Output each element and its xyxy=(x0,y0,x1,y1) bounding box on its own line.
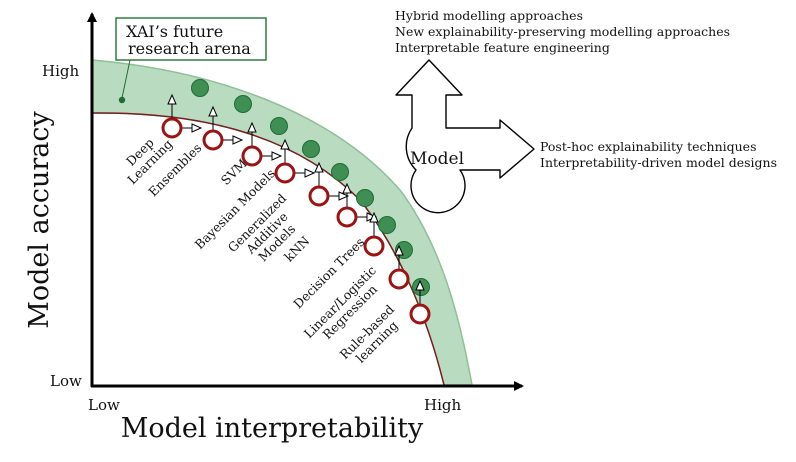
x-axis-label: Model interpretability xyxy=(121,413,424,444)
callout-line-1: XAI’s future xyxy=(126,22,223,41)
accuracy-arrow-head xyxy=(394,244,404,256)
up-item-2: New explainability-preserving modelling … xyxy=(395,24,730,39)
future-model-dot xyxy=(302,140,320,158)
right-item-1: Post-hoc explainability techniques xyxy=(540,139,756,154)
x-high-label: High xyxy=(424,396,461,414)
accuracy-arrow-head xyxy=(415,279,425,291)
future-model-dot xyxy=(191,79,209,97)
callout-pointer-dot xyxy=(118,96,126,104)
accuracy-arrow-head xyxy=(208,105,218,117)
callout-box xyxy=(115,17,267,61)
model-marker xyxy=(161,117,183,139)
model-marker xyxy=(409,303,431,325)
model-marker xyxy=(241,145,263,167)
accuracy-arrow-head xyxy=(167,93,177,105)
accuracy-arrow-head xyxy=(280,138,290,150)
model-block-label: Model xyxy=(410,149,464,169)
model-block-shape xyxy=(395,59,535,214)
model-marker xyxy=(336,206,358,228)
future-model-dot xyxy=(356,189,374,207)
y-axis-label: Model accuracy xyxy=(24,111,55,329)
interpretability-arrow-head xyxy=(271,151,283,161)
future-model-dot xyxy=(270,117,288,135)
future-model-dot xyxy=(331,163,349,181)
interpretability-arrow-head xyxy=(191,123,203,133)
model-marker xyxy=(308,185,330,207)
up-item-1: Hybrid modelling approaches xyxy=(395,8,583,23)
interpretability-arrow-head xyxy=(304,168,316,178)
accuracy-arrow-head xyxy=(369,211,379,223)
up-item-3: Interpretable feature engineering xyxy=(395,40,610,55)
interpretability-arrow-head xyxy=(338,191,350,201)
x-low-label: Low xyxy=(88,396,120,414)
callout-pointer xyxy=(121,59,131,99)
interpretability-arrow-head xyxy=(232,135,244,145)
future-model-dot xyxy=(234,95,252,113)
accuracy-arrow-head xyxy=(314,161,324,173)
accuracy-arrow-head xyxy=(247,121,257,133)
model-marker xyxy=(388,268,410,290)
y-high-label: High xyxy=(42,62,79,80)
right-item-2: Interpretability-driven model designs xyxy=(540,155,777,170)
model-marker xyxy=(363,235,385,257)
y-low-label: Low xyxy=(50,372,82,390)
future-model-dot xyxy=(378,216,396,234)
accuracy-arrow-head xyxy=(342,182,352,194)
model-marker xyxy=(202,129,224,151)
callout-line-2: research arena xyxy=(128,39,251,58)
model-marker xyxy=(274,162,296,184)
